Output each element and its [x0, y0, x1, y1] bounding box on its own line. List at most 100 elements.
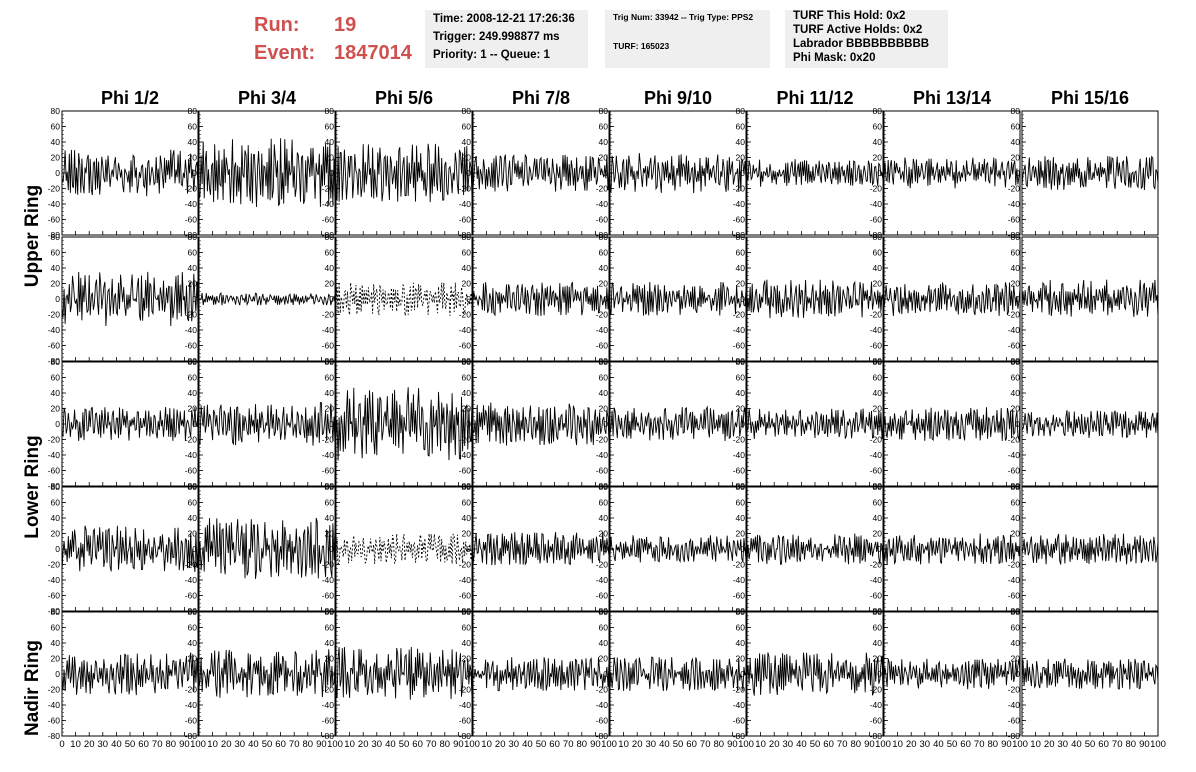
y-tick-label: 60	[599, 373, 609, 383]
y-tick-label: -60	[185, 591, 198, 601]
y-tick-label: 80	[599, 482, 609, 492]
x-tick-label: 20	[221, 739, 232, 750]
y-tick-label: -80	[48, 481, 61, 491]
y-tick-label: -20	[185, 435, 198, 445]
y-tick-label: 0	[192, 168, 197, 178]
waveform-trace	[472, 657, 610, 692]
y-tick-label: 60	[873, 373, 883, 383]
y-tick-label: -80	[596, 606, 609, 616]
x-tick-label: 70	[152, 739, 163, 750]
y-tick-label: -20	[459, 435, 472, 445]
y-tick-label: -80	[48, 606, 61, 616]
y-tick-label: 0	[55, 294, 60, 304]
y-tick-label: 60	[51, 623, 61, 633]
x-tick-label: 60	[1098, 739, 1109, 750]
y-tick-label: 20	[51, 153, 61, 163]
run-event-header: Run: 19 Event: 1847014	[254, 11, 412, 67]
x-tick-label: 60	[275, 739, 286, 750]
y-tick-label: 0	[466, 419, 471, 429]
y-tick-label: -80	[322, 731, 335, 741]
x-tick-label: 10	[70, 739, 81, 750]
y-tick-label: -80	[459, 606, 472, 616]
y-tick-label: 0	[55, 168, 60, 178]
row-label: Lower Ring	[22, 435, 43, 538]
y-tick-label: 80	[599, 232, 609, 242]
waveform-trace	[746, 408, 884, 440]
y-tick-label: 40	[1011, 638, 1021, 648]
x-tick-label: 80	[303, 739, 314, 750]
y-tick-label: 0	[740, 294, 745, 304]
y-tick-label: 60	[1011, 248, 1021, 258]
y-tick-label: 40	[462, 638, 472, 648]
y-tick-label: -80	[48, 356, 61, 366]
y-tick-label: 20	[736, 279, 746, 289]
y-tick-label: -60	[185, 716, 198, 726]
waveform-trace	[472, 402, 610, 446]
y-tick-label: 60	[51, 498, 61, 508]
y-tick-label: -60	[1008, 215, 1021, 225]
y-tick-label: -40	[185, 199, 198, 209]
y-tick-label: -80	[596, 230, 609, 240]
x-tick-label: 30	[98, 739, 109, 750]
y-tick-label: -40	[733, 700, 746, 710]
y-tick-label: 40	[325, 513, 335, 523]
y-tick-label: -40	[48, 325, 61, 335]
y-tick-label: -40	[185, 450, 198, 460]
x-tick-label: 20	[1044, 739, 1055, 750]
y-tick-label: -40	[870, 450, 883, 460]
y-tick-label: 60	[599, 498, 609, 508]
y-tick-label: 20	[188, 529, 198, 539]
y-tick-label: 0	[603, 294, 608, 304]
y-tick-label: 40	[188, 388, 198, 398]
y-tick-label: 80	[736, 357, 746, 367]
y-tick-label: 20	[1011, 654, 1021, 664]
x-tick-label: 100	[1012, 739, 1028, 750]
y-tick-label: -60	[48, 716, 61, 726]
y-tick-label: 40	[325, 137, 335, 147]
y-tick-label: 60	[736, 122, 746, 132]
column-title: Phi 1/2	[101, 88, 159, 108]
y-tick-label: 0	[877, 168, 882, 178]
x-tick-label: 70	[837, 739, 848, 750]
y-tick-label: 60	[599, 623, 609, 633]
y-tick-label: -40	[733, 325, 746, 335]
waveform-trace	[472, 281, 610, 317]
y-tick-label: 60	[873, 248, 883, 258]
y-tick-label: 20	[462, 279, 472, 289]
column-title: Phi 15/16	[1051, 88, 1129, 108]
y-tick-label: -60	[185, 466, 198, 476]
x-tick-label: 80	[166, 739, 177, 750]
y-tick-label: -20	[459, 184, 472, 194]
waveform-trace	[198, 402, 336, 446]
y-tick-label: -80	[322, 481, 335, 491]
event-value: 1847014	[334, 42, 412, 64]
x-tick-label: 100	[464, 739, 480, 750]
column-title: Phi 9/10	[644, 88, 712, 108]
y-tick-label: -80	[48, 731, 61, 741]
y-tick-label: 60	[599, 248, 609, 258]
y-tick-label: 0	[192, 294, 197, 304]
y-tick-label: -60	[322, 341, 335, 351]
y-tick-label: -20	[1008, 685, 1021, 695]
y-tick-label: 80	[325, 607, 335, 617]
waveform-trace	[1021, 533, 1159, 565]
x-tick-label: 30	[235, 739, 246, 750]
y-tick-label: -80	[1008, 481, 1021, 491]
y-tick-label: 0	[1015, 669, 1020, 679]
y-tick-label: 80	[188, 357, 198, 367]
x-tick-label: 20	[84, 739, 95, 750]
y-tick-label: 80	[325, 357, 335, 367]
y-tick-label: 40	[599, 513, 609, 523]
y-tick-label: -20	[322, 560, 335, 570]
x-tick-label: 30	[372, 739, 383, 750]
y-tick-label: -20	[1008, 560, 1021, 570]
y-tick-label: 20	[1011, 529, 1021, 539]
y-tick-label: 80	[462, 232, 472, 242]
y-tick-label: 60	[188, 623, 198, 633]
y-tick-label: -40	[48, 199, 61, 209]
y-tick-label: 60	[325, 248, 335, 258]
waveform-trace	[1021, 658, 1159, 690]
y-tick-label: -40	[596, 199, 609, 209]
y-tick-label: 60	[462, 498, 472, 508]
